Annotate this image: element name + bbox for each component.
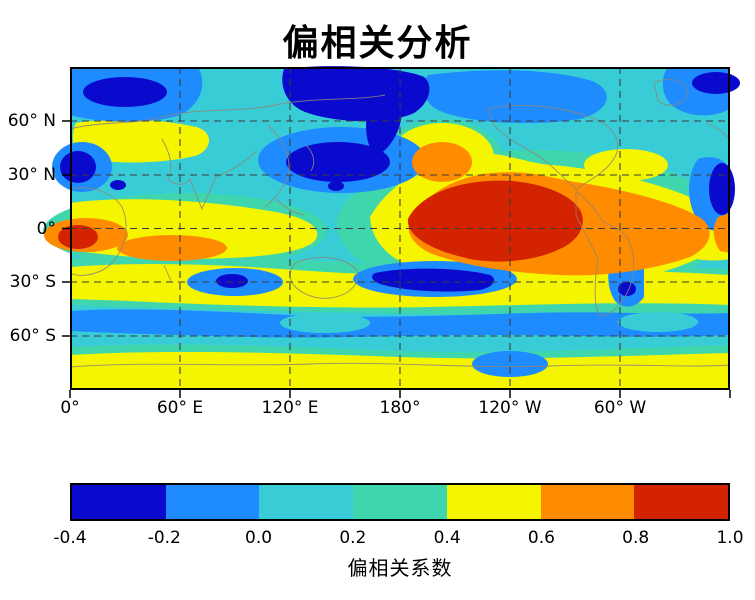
grid-layer (70, 67, 730, 390)
colorbar-tick-label: 0.2 (339, 528, 367, 548)
x-axis: 0° 60° E 120° E 180° 120° W 60° W (60, 398, 730, 420)
colorbar-segment (72, 485, 166, 519)
x-axis-tick-label: 60° E (156, 398, 204, 418)
y-axis-tick-label: 60° N (7, 111, 56, 131)
contour-fill-layer (43, 66, 740, 390)
y-axis-tick-label: 60° S (9, 326, 56, 346)
colorbar-tick-label: 0.6 (527, 528, 555, 548)
y-axis-tick-label: 30° S (9, 272, 56, 292)
map-plot-area (43, 66, 740, 398)
y-axis: 60° N 30° N 0° 30° S 60° S (0, 67, 62, 390)
colorbar (70, 483, 730, 521)
x-axis-tick-label: 180° (379, 398, 421, 418)
colorbar-tick-labels: -0.4 -0.2 0.0 0.2 0.4 0.6 0.8 1.0 (53, 528, 743, 548)
x-axis-tick-label: 60° W (593, 398, 647, 418)
colorbar-tick-label: -0.2 (147, 528, 181, 548)
chart-title: 偏相关分析 (282, 23, 473, 64)
x-axis-tick-label: 120° W (478, 398, 542, 418)
colorbar-segment (540, 485, 635, 519)
map-svg (43, 66, 740, 398)
plot-border (70, 67, 730, 390)
colorbar-segment (634, 485, 729, 519)
y-axis-tick-label: 0° (36, 218, 56, 239)
x-axis-tick-label: 0° (60, 398, 80, 418)
colorbar-segment (259, 485, 354, 519)
colorbar-segment (353, 485, 447, 519)
y-axis-tick-label: 30° N (7, 165, 56, 185)
colorbar-tick-label: 0.4 (433, 528, 461, 548)
colorbar-label: 偏相关系数 (347, 556, 453, 580)
colorbar-tick-label: 1.0 (716, 528, 744, 548)
colorbar-tick-label: 0.0 (245, 528, 273, 548)
axis-ticks (62, 120, 731, 398)
colorbar-segment (446, 485, 541, 519)
colorbar-tick-label: -0.4 (53, 528, 87, 548)
colorbar-segments (72, 485, 729, 519)
colorbar-segment (165, 485, 260, 519)
colorbar-tick-label: 0.8 (622, 528, 650, 548)
x-axis-tick-label: 120° E (261, 398, 319, 418)
